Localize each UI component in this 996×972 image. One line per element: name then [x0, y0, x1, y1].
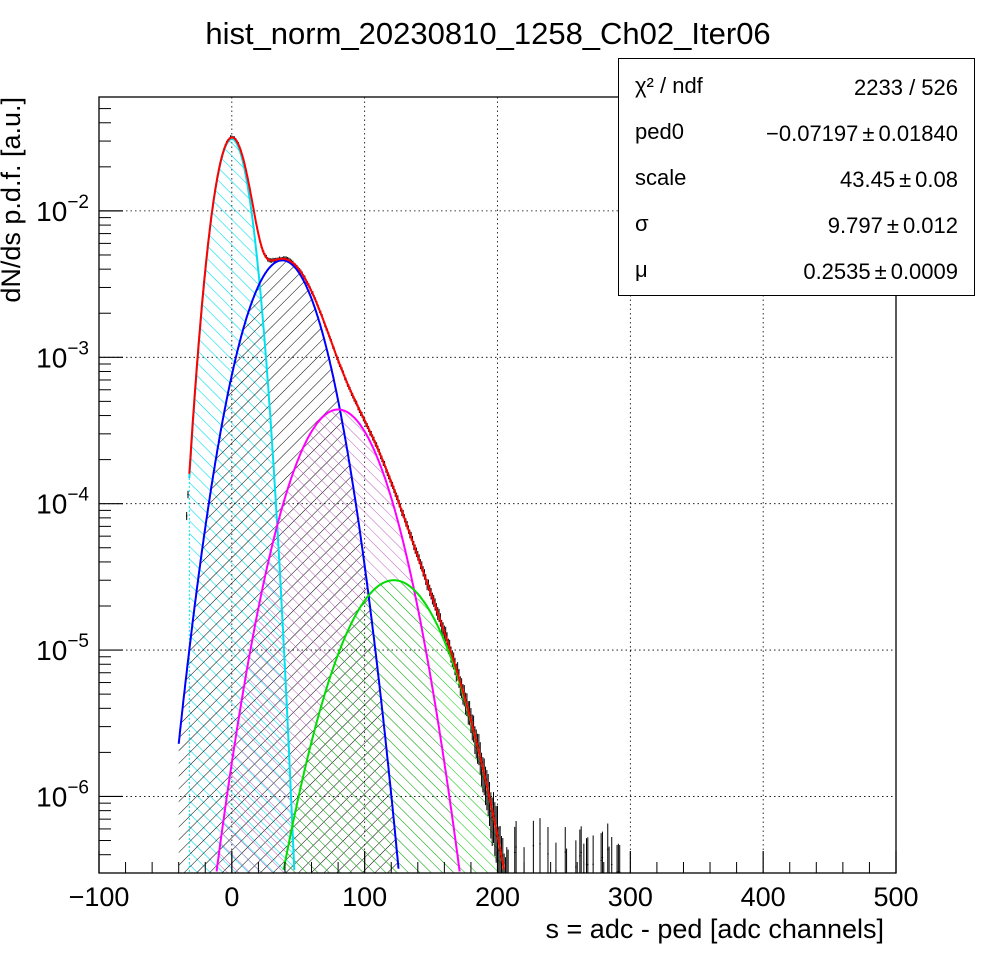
component-fills: [178, 139, 505, 873]
y-tick-label: 10−2: [36, 192, 89, 227]
stats-row-sigma: σ 9.797 ±0.012: [619, 199, 974, 245]
stats-name: σ: [635, 211, 649, 236]
x-tick-label: 500: [873, 882, 918, 912]
component-curve-1: [177, 259, 400, 869]
stats-name: μ: [635, 257, 648, 282]
x-tick-label: 300: [608, 882, 653, 912]
x-tick-label: −100: [69, 882, 130, 912]
x-tick-label: 400: [741, 882, 786, 912]
total-fit-curve: [188, 136, 506, 870]
fit-curves: [177, 136, 506, 873]
stats-name: ped0: [635, 119, 684, 144]
component-curve-2: [215, 408, 461, 872]
y-tick-label: 10−4: [36, 485, 89, 520]
stats-row-ped0: ped0 −0.07197 ±0.01840: [619, 107, 974, 153]
stats-value: −0.07197 ±0.01840: [766, 121, 958, 146]
stats-row-scale: scale 43.45 ±0.08: [619, 153, 974, 199]
stats-row-chi2: χ² / ndf 2233 / 526: [619, 61, 974, 107]
stats-value: 9.797 ±0.012: [827, 213, 958, 238]
y-axis-label: dN/ds p.d.f. [a.u.]: [0, 97, 26, 303]
fit-stats-box: χ² / ndf 2233 / 526 ped0 −0.07197 ±0.0184…: [618, 58, 975, 296]
axes: −100 0 100 200 300 400 500 10−2 10−3 10−4 10−5 10−6: [36, 96, 919, 912]
stats-value: 43.45 ±0.08: [840, 167, 958, 192]
y-tick-label: 10−5: [36, 631, 89, 666]
stats-value: 2233 / 526: [854, 75, 958, 100]
x-tick-label: 0: [224, 882, 239, 912]
stats-name: χ² / ndf: [635, 73, 703, 98]
x-tick-label: 100: [342, 882, 387, 912]
stats-row-mu: μ 0.2535 ±0.0009: [619, 245, 974, 291]
y-tick-label: 10−3: [36, 338, 89, 373]
x-tick-label: 200: [475, 882, 520, 912]
y-tick-label: 10−6: [36, 777, 89, 812]
stats-value: 0.2535 ±0.0009: [803, 259, 958, 284]
chart-title: hist_norm_20230810_1258_Ch02_Iter06: [205, 16, 770, 51]
x-axis-label: s = adc - ped [adc channels]: [546, 914, 884, 944]
stats-name: scale: [635, 165, 687, 190]
